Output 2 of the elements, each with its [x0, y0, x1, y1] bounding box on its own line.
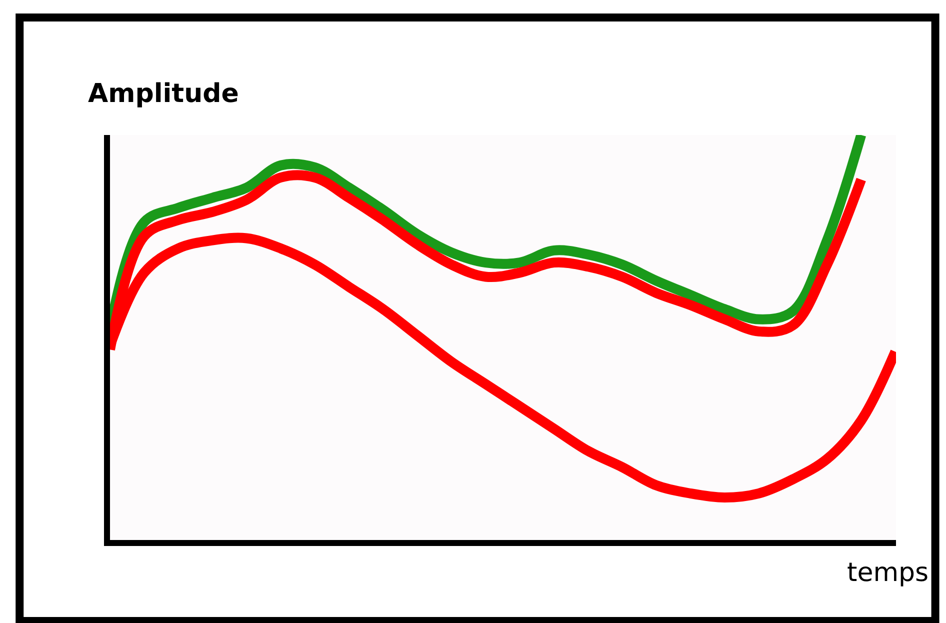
y-axis-title: Amplitude: [88, 79, 239, 109]
x-axis-title: temps: [847, 558, 929, 588]
